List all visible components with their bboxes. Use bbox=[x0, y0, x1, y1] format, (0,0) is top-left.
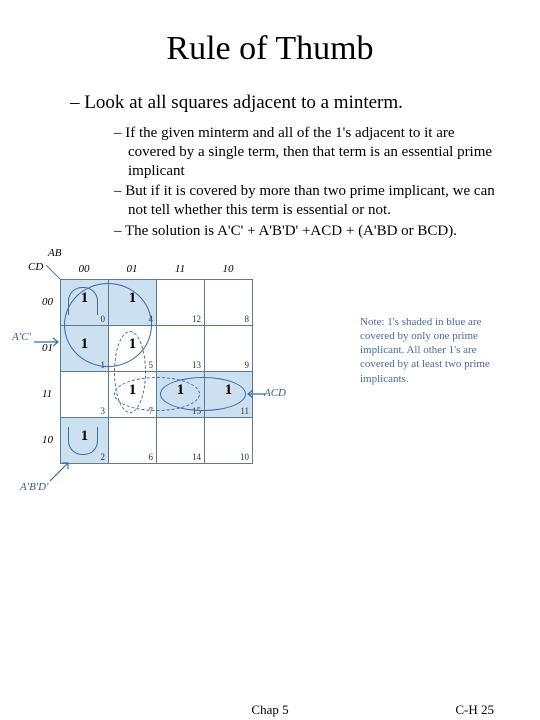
sub-bullet: But if it is covered by more than two pr… bbox=[114, 182, 500, 220]
arrow-icon bbox=[34, 337, 62, 347]
kmap-cell: 11 bbox=[61, 325, 109, 371]
cell-index: 10 bbox=[240, 452, 249, 462]
kmap-cell: 10 bbox=[205, 417, 253, 463]
cell-value: 1 bbox=[177, 382, 185, 399]
cell-index: 8 bbox=[245, 314, 250, 324]
cell-index: 0 bbox=[101, 314, 106, 324]
sub-bullet: If the given minterm and all of the 1's … bbox=[114, 124, 500, 180]
axis-label-cd: CD bbox=[28, 261, 43, 273]
cell-index: 3 bbox=[101, 406, 106, 416]
sub-bullet: The solution is A'C' + A'B'D' +ACD + (A'… bbox=[114, 222, 500, 241]
arrow-icon bbox=[246, 389, 266, 399]
kmap-cell: 13 bbox=[157, 325, 205, 371]
cell-index: 12 bbox=[192, 314, 201, 324]
kmap-cell: 8 bbox=[205, 279, 253, 325]
cell-index: 9 bbox=[245, 360, 250, 370]
row-label: 11 bbox=[42, 371, 53, 417]
cell-index: 13 bbox=[192, 360, 201, 370]
cell-value: 1 bbox=[129, 336, 137, 353]
cell-index: 2 bbox=[101, 452, 106, 462]
kmap-cell: 9 bbox=[205, 325, 253, 371]
cell-value: 1 bbox=[81, 336, 89, 353]
main-bullet: Look at all squares adjacent to a minter… bbox=[70, 92, 500, 114]
cell-index: 6 bbox=[149, 452, 154, 462]
kmap-note: Note: 1's shaded in blue are covered by … bbox=[360, 315, 510, 386]
kmap-cell: 1 15 bbox=[157, 371, 205, 417]
kmap-cell: 10 bbox=[61, 279, 109, 325]
kmap-figure: AB CD 00 01 11 10 00 01 11 10 1014128111… bbox=[40, 259, 500, 509]
cell-value: 1 bbox=[81, 290, 89, 307]
kmap-grid: 101412811151393171151111261410 bbox=[60, 279, 253, 464]
cell-index: 1 bbox=[101, 360, 106, 370]
row-label: 10 bbox=[42, 417, 53, 463]
implicant-label-ac: A'C' bbox=[12, 331, 31, 343]
col-label: 11 bbox=[156, 263, 204, 275]
kmap-cell: 17 bbox=[109, 371, 157, 417]
kmap-cell: 3 bbox=[61, 371, 109, 417]
kmap-cell: 12 bbox=[61, 417, 109, 463]
row-label: 00 bbox=[42, 279, 53, 325]
cell-index: 11 bbox=[240, 406, 249, 416]
kmap-cell: 12 bbox=[157, 279, 205, 325]
axis-label-ab: AB bbox=[48, 247, 61, 259]
row-labels: 00 01 11 10 bbox=[42, 279, 53, 463]
arrow-icon bbox=[48, 459, 72, 483]
cell-value: 1 bbox=[129, 290, 137, 307]
kmap-cell: 15 bbox=[109, 325, 157, 371]
cell-value: 1 bbox=[81, 428, 89, 445]
sub-bullet-list: If the given minterm and all of the 1's … bbox=[114, 124, 500, 241]
page-title: Rule of Thumb bbox=[40, 30, 500, 68]
kmap-cell: 14 bbox=[109, 279, 157, 325]
cell-index: 4 bbox=[149, 314, 154, 324]
cell-index: 7 bbox=[149, 406, 154, 416]
kmap-cell: 14 bbox=[157, 417, 205, 463]
col-label: 10 bbox=[204, 263, 252, 275]
row-label: 01 bbox=[42, 325, 53, 371]
implicant-label-acd: ACD bbox=[264, 387, 286, 399]
cell-index: 14 bbox=[192, 452, 201, 462]
col-label: 00 bbox=[60, 263, 108, 275]
cell-value: 1 bbox=[129, 382, 137, 399]
col-label: 01 bbox=[108, 263, 156, 275]
kmap-cell: 6 bbox=[109, 417, 157, 463]
col-labels: 00 01 11 10 bbox=[60, 263, 252, 275]
cell-index: 15 bbox=[192, 406, 201, 416]
implicant-label-abd: A'B'D' bbox=[20, 481, 48, 493]
cell-index: 5 bbox=[149, 360, 154, 370]
footer-page: C-H 25 bbox=[455, 702, 494, 718]
cell-value: 1 bbox=[225, 382, 233, 399]
footer-chapter: Chap 5 bbox=[251, 702, 288, 718]
